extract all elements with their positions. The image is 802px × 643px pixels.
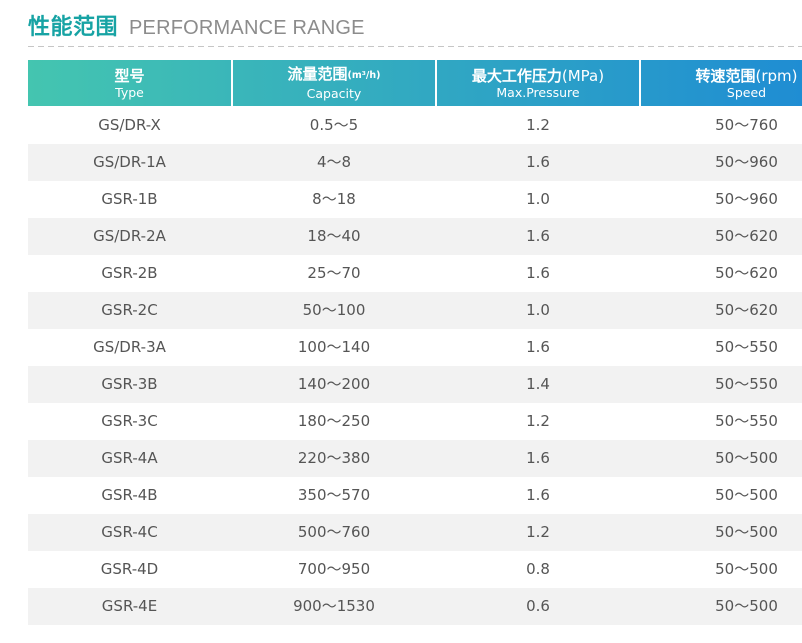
cell-capacity: 700～950: [297, 560, 371, 578]
cell-capacity: 350～570: [297, 486, 371, 504]
header-speed-title: 转速范围(rpm): [695, 67, 797, 85]
table-body: GS/DR-X 0.5～5 1.2 50～760 GS/DR-1A 4～8 1.6 50～96…: [28, 107, 802, 625]
table-row: GSR-4B 350～570 1.6 50～500: [28, 477, 802, 514]
cell-pressure: 1.4: [526, 375, 550, 393]
cell-capacity: 500～760: [297, 523, 371, 541]
table-header: 型号 Type 流量范围(m³/h) Capacity 最大工作压力(MPa) …: [28, 60, 802, 106]
header-capacity-title: 流量范围(m³/h): [288, 65, 381, 86]
cell-speed: 50～620: [715, 264, 778, 282]
cell-pressure: 1.0: [526, 190, 550, 208]
cell-type: GSR-4C: [101, 523, 158, 541]
table-row: GSR-4D 700～950 0.8 50～500: [28, 551, 802, 588]
table-row: GS/DR-2A 18～40 1.6 50～620: [28, 218, 802, 255]
table-row: GSR-3B 140～200 1.4 50～550: [28, 366, 802, 403]
cell-speed: 50～550: [715, 375, 778, 393]
cell-pressure: 1.6: [526, 338, 550, 356]
header-pressure-label: 最大工作压力: [471, 66, 562, 85]
cell-type: GSR-3B: [101, 375, 158, 393]
header-speed-label: 转速范围: [695, 66, 756, 85]
header-pressure-sub: Max.Pressure: [496, 84, 580, 100]
header-capacity-unit: (m³/h): [347, 70, 381, 81]
cell-pressure: 0.8: [526, 560, 550, 578]
table-row: GSR-2B 25～70 1.6 50～620: [28, 255, 802, 292]
cell-type: GSR-2B: [101, 264, 158, 282]
cell-pressure: 1.6: [526, 227, 550, 245]
table-row: GSR-3C 180～250 1.2 50～550: [28, 403, 802, 440]
cell-pressure: 1.6: [526, 264, 550, 282]
title-en: PERFORMANCE RANGE: [129, 17, 365, 39]
cell-speed: 50～620: [715, 301, 778, 319]
title-cn: 性能范围: [28, 15, 119, 40]
header-capacity-sub: Capacity: [306, 86, 362, 101]
performance-table: 型号 Type 流量范围(m³/h) Capacity 最大工作压力(MPa) …: [28, 60, 802, 625]
cell-capacity: 8～18: [312, 190, 356, 208]
cell-capacity: 18～40: [307, 227, 361, 245]
cell-capacity: 140～200: [297, 375, 371, 393]
table-row: GSR-1B 8～18 1.0 50～960: [28, 181, 802, 218]
header-capacity-label: 流量范围: [287, 65, 348, 83]
header-pressure-unit: (MPa): [561, 66, 605, 85]
cell-capacity: 100～140: [297, 338, 371, 356]
table-row: GS/DR-1A 4～8 1.6 50～960: [28, 144, 802, 181]
cell-speed: 50～500: [715, 523, 778, 541]
cell-type: GS/DR-1A: [93, 153, 166, 171]
cell-capacity: 50～100: [302, 301, 366, 319]
cell-pressure: 1.2: [526, 412, 550, 430]
cell-capacity: 220～380: [297, 449, 371, 467]
cell-type: GSR-2C: [101, 301, 158, 319]
cell-pressure: 1.0: [526, 301, 550, 319]
cell-speed: 50～620: [715, 227, 778, 245]
cell-type: GS/DR-3A: [93, 338, 166, 356]
table-row: GSR-4C 500～760 1.2 50～500: [28, 514, 802, 551]
cell-type: GSR-4A: [101, 449, 158, 467]
table-row: GSR-4A 220～380 1.6 50～500: [28, 440, 802, 477]
table-row: GSR-2C 50～100 1.0 50～620: [28, 292, 802, 329]
cell-speed: 50～500: [715, 560, 778, 578]
header-pressure-title: 最大工作压力(MPa): [472, 67, 604, 85]
cell-pressure: 1.2: [526, 116, 550, 134]
header-type-title: 型号: [114, 67, 144, 85]
cell-capacity: 25～70: [307, 264, 361, 282]
cell-speed: 50～760: [715, 116, 778, 134]
header-capacity: 流量范围(m³/h) Capacity: [231, 60, 435, 106]
cell-type: GS/DR-2A: [93, 227, 166, 245]
cell-type: GSR-4E: [101, 597, 158, 615]
cell-speed: 50～500: [715, 597, 778, 615]
header-pressure: 最大工作压力(MPa) Max.Pressure: [435, 60, 639, 106]
cell-pressure: 0.6: [526, 597, 550, 615]
cell-capacity: 0.5～5: [309, 116, 359, 134]
table-row: GS/DR-3A 100～140 1.6 50～550: [28, 329, 802, 366]
cell-pressure: 1.6: [526, 486, 550, 504]
cell-type: GSR-1B: [101, 190, 158, 208]
cell-pressure: 1.6: [526, 449, 550, 467]
cell-speed: 50～960: [715, 190, 778, 208]
cell-type: GSR-4B: [101, 486, 158, 504]
header-type-label: 型号: [114, 66, 145, 85]
header-type-sub: Type: [115, 84, 144, 100]
cell-speed: 50～550: [715, 338, 778, 356]
dashed-divider: [28, 46, 802, 47]
cell-speed: 50～500: [715, 486, 778, 504]
table-row: GSR-4E 900～1530 0.6 50～500: [28, 588, 802, 625]
header-speed-sub: Speed: [726, 84, 767, 100]
cell-speed: 50～960: [715, 153, 778, 171]
header-speed-unit: (rpm): [755, 66, 798, 85]
cell-speed: 50～550: [715, 412, 778, 430]
cell-type: GSR-4D: [100, 560, 159, 578]
cell-type: GSR-3C: [101, 412, 158, 430]
cell-capacity: 900～1530: [293, 597, 375, 615]
cell-capacity: 180～250: [297, 412, 371, 430]
header-type: 型号 Type: [28, 60, 231, 106]
page-title: 性能范围 PERFORMANCE RANGE: [28, 9, 365, 41]
cell-pressure: 1.6: [526, 153, 550, 171]
table-row: GS/DR-X 0.5～5 1.2 50～760: [28, 107, 802, 144]
cell-speed: 50～500: [715, 449, 778, 467]
cell-capacity: 4～8: [316, 153, 352, 171]
cell-type: GS/DR-X: [98, 116, 161, 134]
cell-pressure: 1.2: [526, 523, 550, 541]
header-speed: 转速范围(rpm) Speed: [639, 60, 802, 106]
